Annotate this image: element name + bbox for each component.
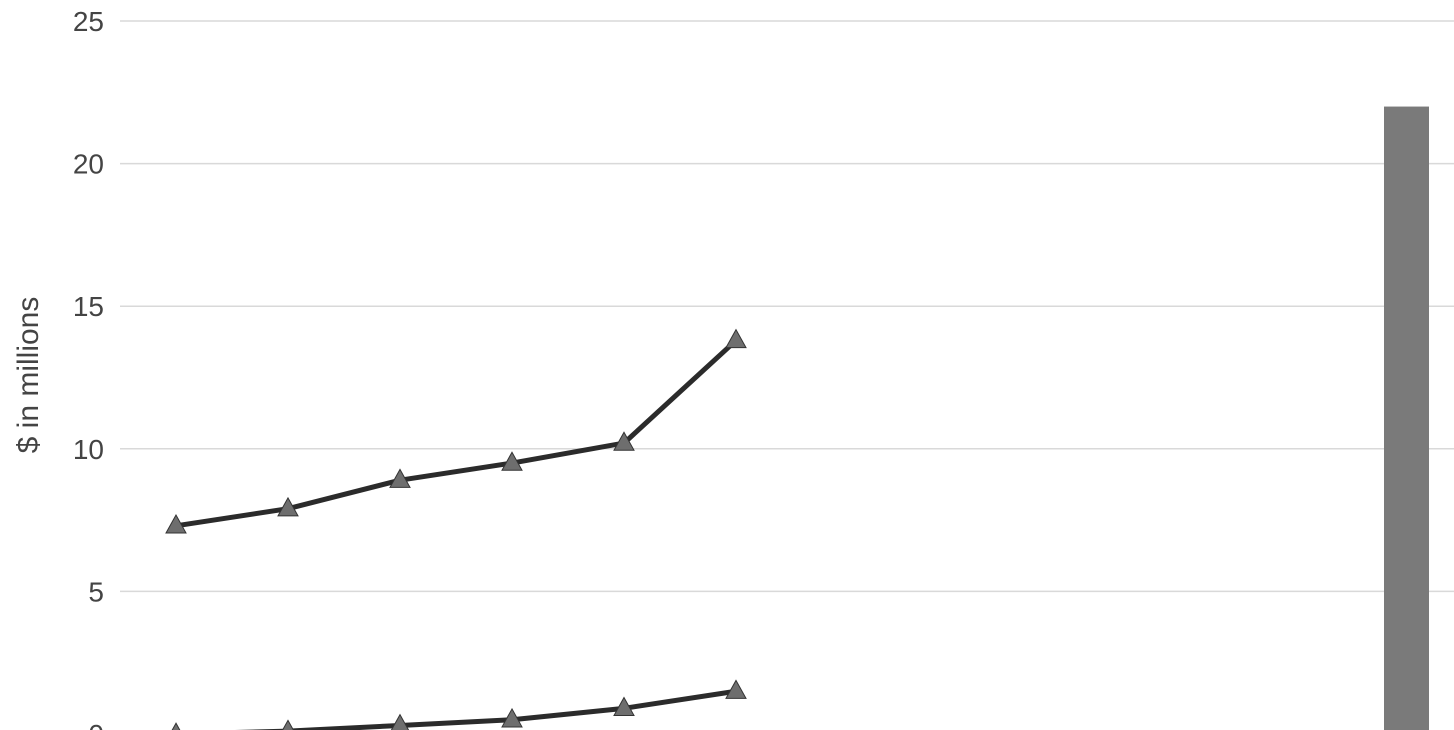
y-tick-label: 25 (73, 6, 104, 37)
y-tick-label: 0 (88, 719, 104, 730)
series-markers (165, 328, 747, 730)
y-tick-label: 20 (73, 149, 104, 180)
bar (1384, 106, 1429, 730)
series-marker (725, 679, 747, 699)
series-lines (173, 337, 739, 730)
series-marker (282, 719, 294, 730)
series-marker (389, 468, 411, 488)
y-tick-label: 10 (73, 434, 104, 465)
y-tick-label: 15 (73, 291, 104, 322)
y-axis-title: $ in millions (12, 297, 45, 454)
series-line-1 (173, 337, 739, 529)
y-axis-title-group: $ in millions (12, 297, 45, 454)
series-marker (390, 713, 410, 730)
series-marker (501, 707, 523, 728)
series-marker (613, 696, 635, 717)
series-marker (725, 328, 747, 349)
series-line-2 (234, 688, 739, 730)
y-tick-label: 5 (88, 576, 104, 607)
series-marker (613, 431, 635, 451)
gridlines (120, 20, 1454, 593)
y-tick-labels: 0 5 10 15 20 25 (73, 6, 104, 730)
series-marker (171, 722, 181, 730)
series-marker (501, 451, 523, 471)
bars (1384, 106, 1429, 730)
series-marker (165, 513, 187, 534)
series-marker (277, 496, 299, 517)
